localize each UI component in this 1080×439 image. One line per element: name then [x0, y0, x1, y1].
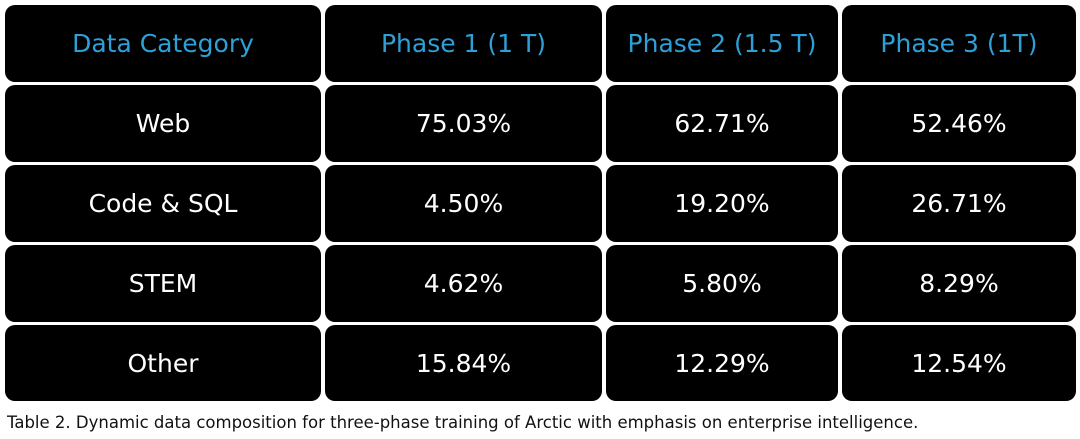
- row-stem-phase-3: 8.29%: [842, 245, 1076, 322]
- row-other-phase-1: 15.84%: [325, 325, 602, 401]
- row-stem-phase-2: 5.80%: [606, 245, 838, 322]
- row-web-category: Web: [5, 85, 321, 162]
- data-composition-table: Data Category Phase 1 (1 T) Phase 2 (1.5…: [5, 5, 1076, 405]
- table-caption: Table 2. Dynamic data composition for th…: [7, 413, 919, 432]
- header-data-category: Data Category: [5, 5, 321, 82]
- row-code-sql-phase-1: 4.50%: [325, 165, 602, 242]
- header-phase-3: Phase 3 (1T): [842, 5, 1076, 82]
- header-phase-2: Phase 2 (1.5 T): [606, 5, 838, 82]
- row-other-category: Other: [5, 325, 321, 401]
- row-web-phase-1: 75.03%: [325, 85, 602, 162]
- row-code-sql-phase-2: 19.20%: [606, 165, 838, 242]
- row-stem-category: STEM: [5, 245, 321, 322]
- row-other-phase-3: 12.54%: [842, 325, 1076, 401]
- row-other-phase-2: 12.29%: [606, 325, 838, 401]
- row-code-sql-category: Code & SQL: [5, 165, 321, 242]
- row-code-sql-phase-3: 26.71%: [842, 165, 1076, 242]
- row-web-phase-3: 52.46%: [842, 85, 1076, 162]
- row-stem-phase-1: 4.62%: [325, 245, 602, 322]
- row-web-phase-2: 62.71%: [606, 85, 838, 162]
- header-phase-1: Phase 1 (1 T): [325, 5, 602, 82]
